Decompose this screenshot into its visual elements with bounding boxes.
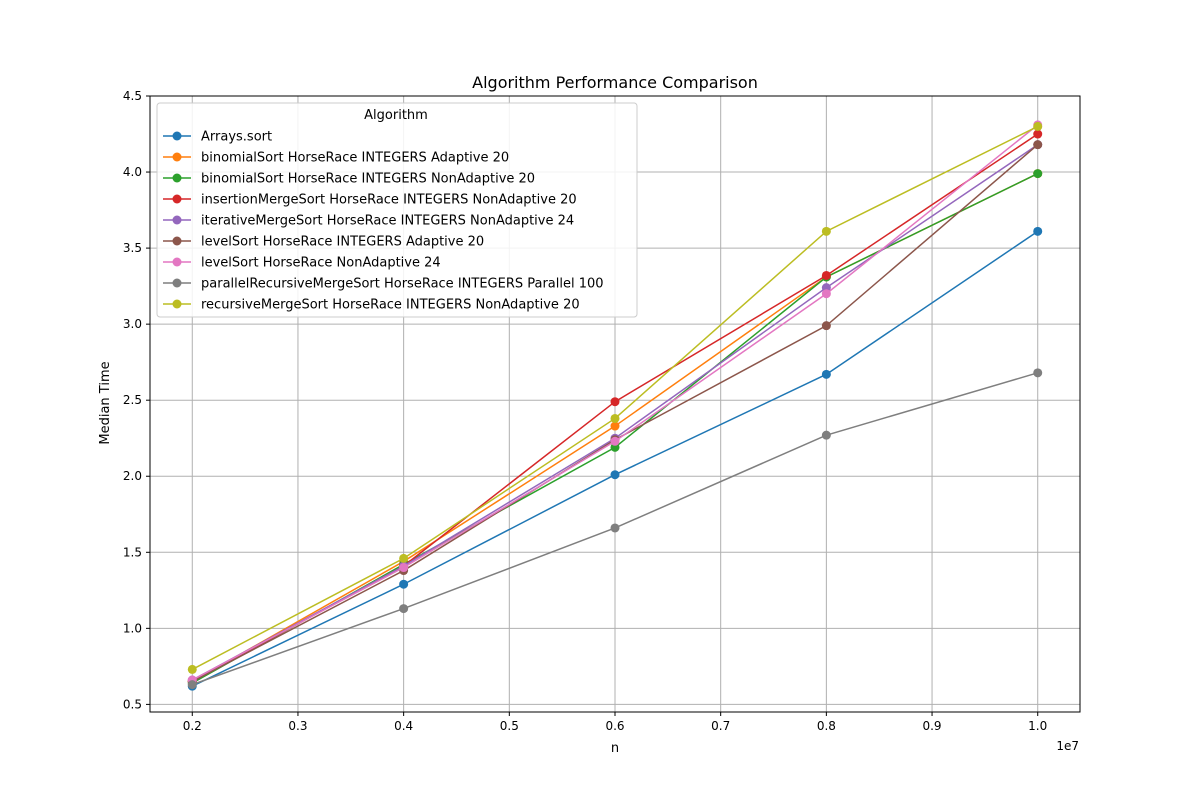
series-8 xyxy=(187,368,1043,690)
y-tick-label: 2.0 xyxy=(123,469,142,483)
legend-marker xyxy=(172,131,182,141)
legend-marker xyxy=(172,257,182,267)
data-point xyxy=(610,470,620,480)
legend-marker xyxy=(172,215,182,225)
legend-item: recursiveMergeSort HorseRace INTEGERS No… xyxy=(163,298,580,313)
legend-title: Algorithm xyxy=(364,108,428,123)
data-point xyxy=(1033,121,1043,131)
data-point xyxy=(821,369,831,379)
x-tick-label: 1.0 xyxy=(1028,719,1047,733)
legend-item: levelSort HorseRace INTEGERS Adaptive 20 xyxy=(163,235,484,250)
x-axis-offset-label: 1e7 xyxy=(1056,739,1079,753)
legend-item: levelSort HorseRace NonAdaptive 24 xyxy=(163,256,441,271)
legend-label: recursiveMergeSort HorseRace INTEGERS No… xyxy=(201,298,580,313)
x-tick-label: 0.3 xyxy=(288,719,307,733)
y-tick-label: 4.0 xyxy=(123,165,142,179)
legend-label: Arrays.sort xyxy=(201,130,272,145)
legend-label: binomialSort HorseRace INTEGERS Adaptive… xyxy=(201,151,509,166)
y-axis: 0.5 1.0 1.5 2.0 2.5 3.0 3.5 4.0 4.5 xyxy=(123,89,150,711)
data-point xyxy=(187,664,197,674)
data-point xyxy=(821,270,831,280)
data-point xyxy=(1033,129,1043,139)
x-axis-label: n xyxy=(611,741,619,756)
y-tick-label: 1.0 xyxy=(123,621,142,635)
legend-marker xyxy=(172,173,182,183)
legend-items: Arrays.sort binomialSort HorseRace INTEGE… xyxy=(163,130,604,313)
x-tick-label: 0.9 xyxy=(922,719,941,733)
y-tick-label: 0.5 xyxy=(123,697,142,711)
data-point xyxy=(399,553,409,563)
x-tick-label: 0.6 xyxy=(605,719,624,733)
series-9 xyxy=(187,121,1043,674)
data-point xyxy=(821,321,831,331)
data-point xyxy=(610,397,620,407)
legend-label: iterativeMergeSort HorseRace INTEGERS No… xyxy=(201,214,574,229)
data-point xyxy=(821,226,831,236)
data-point xyxy=(610,523,620,533)
y-tick-label: 3.5 xyxy=(123,241,142,255)
legend-marker xyxy=(172,299,182,309)
legend-label: levelSort HorseRace INTEGERS Adaptive 20 xyxy=(201,235,484,250)
data-point xyxy=(399,579,409,589)
data-point xyxy=(1033,140,1043,150)
legend-label: binomialSort HorseRace INTEGERS NonAdapt… xyxy=(201,172,535,187)
legend-item: Arrays.sort xyxy=(163,130,272,145)
y-tick-label: 3.0 xyxy=(123,317,142,331)
data-point xyxy=(610,436,620,446)
x-tick-label: 0.2 xyxy=(183,719,202,733)
legend-label: parallelRecursiveMergeSort HorseRace INT… xyxy=(201,277,604,292)
legend-marker xyxy=(172,152,182,162)
x-tick-label: 0.4 xyxy=(394,719,413,733)
data-point xyxy=(1033,368,1043,378)
y-tick-label: 2.5 xyxy=(123,393,142,407)
data-point xyxy=(1033,169,1043,179)
legend-item: binomialSort HorseRace INTEGERS NonAdapt… xyxy=(163,172,535,187)
x-axis: 0.2 0.3 0.4 0.5 0.6 0.7 0.8 0.9 1.0 xyxy=(183,712,1047,733)
chart-title: Algorithm Performance Comparison xyxy=(472,73,758,92)
x-tick-label: 0.8 xyxy=(817,719,836,733)
legend-item: parallelRecursiveMergeSort HorseRace INT… xyxy=(163,277,604,292)
legend-item: insertionMergeSort HorseRace INTEGERS No… xyxy=(163,193,577,208)
x-tick-label: 0.7 xyxy=(711,719,730,733)
x-tick-label: 0.5 xyxy=(500,719,519,733)
legend-marker xyxy=(172,194,182,204)
y-axis-label: Median Time xyxy=(98,361,113,444)
legend: Algorithm Arrays.sort binomialSort HorseR… xyxy=(156,102,638,318)
y-tick-label: 1.5 xyxy=(123,545,142,559)
legend-label: levelSort HorseRace NonAdaptive 24 xyxy=(201,256,441,271)
data-point xyxy=(399,563,409,573)
data-point xyxy=(1033,226,1043,236)
data-point xyxy=(821,289,831,299)
legend-box xyxy=(156,102,638,318)
legend-item: binomialSort HorseRace INTEGERS Adaptive… xyxy=(163,151,509,166)
data-point xyxy=(187,680,197,690)
data-point xyxy=(610,413,620,423)
legend-item: iterativeMergeSort HorseRace INTEGERS No… xyxy=(163,214,574,229)
data-point xyxy=(610,421,620,431)
y-tick-label: 4.5 xyxy=(123,89,142,103)
legend-marker xyxy=(172,278,182,288)
legend-label: insertionMergeSort HorseRace INTEGERS No… xyxy=(201,193,577,208)
data-point xyxy=(821,430,831,440)
data-point xyxy=(399,604,409,614)
plot-area xyxy=(187,120,1043,691)
legend-marker xyxy=(172,236,182,246)
